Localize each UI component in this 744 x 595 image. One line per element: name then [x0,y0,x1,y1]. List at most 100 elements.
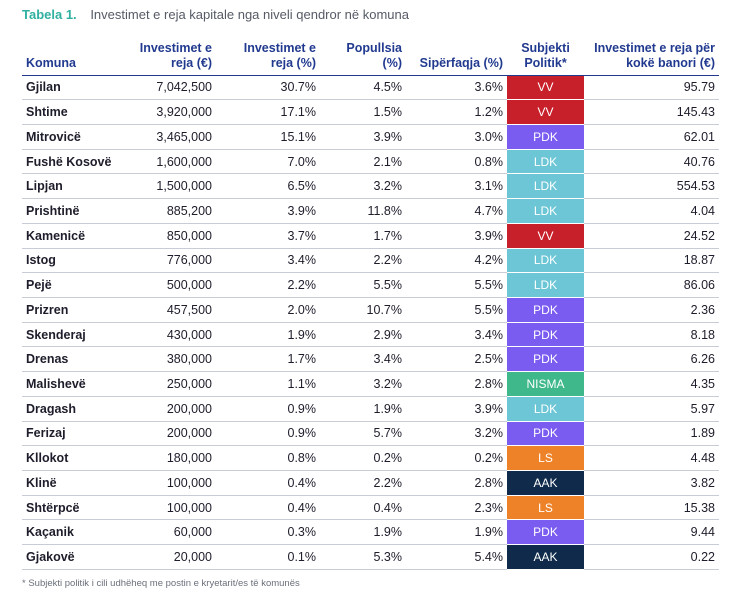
cell-investimet: 7,042,500 [126,75,216,101]
cell-subjekti-badge: PDK [507,421,584,447]
table-row: Ferizaj 200,000 0.9% 5.7% 3.2% PDK 1.89 [22,421,719,447]
table-row: Istog 776,000 3.4% 2.2% 4.2% LDK 18.87 [22,248,719,274]
cell-subjekti-badge: AAK [507,544,584,570]
cell-subjekti-badge: PDK [507,346,584,373]
cell-popullsia: 1.9% [320,519,406,546]
cell-per-banor: 18.87 [584,248,719,274]
cell-komuna: Kamenicë [22,223,126,249]
cell-investimet: 3,465,000 [126,124,216,150]
cell-siperfaqja: 3.9% [406,223,507,249]
column-header-komuna: Komuna [22,36,126,76]
cell-investimet-pct: 1.9% [216,322,320,348]
cell-investimet: 100,000 [126,495,216,521]
cell-investimet: 1,600,000 [126,149,216,175]
cell-investimet: 885,200 [126,198,216,224]
cell-per-banor: 24.52 [584,223,719,249]
cell-komuna: Skenderaj [22,322,126,348]
table-row: Kaçanik 60,000 0.3% 1.9% 1.9% PDK 9.44 [22,519,719,546]
cell-komuna: Prizren [22,297,126,323]
table-row: Prishtinë 885,200 3.9% 11.8% 4.7% LDK 4.04 [22,198,719,224]
table-row: Lipjan 1,500,000 6.5% 3.2% 3.1% LDK 554.53 [22,173,719,200]
table-row: Shtime 3,920,000 17.1% 1.5% 1.2% VV 145.43 [22,99,719,125]
cell-per-banor: 4.48 [584,445,719,471]
cell-investimet: 850,000 [126,223,216,249]
cell-investimet-pct: 15.1% [216,124,320,150]
cell-popullsia: 0.2% [320,445,406,471]
column-header-per-banor: Investimet e reja për kokë banori (€) [584,36,719,76]
cell-popullsia: 0.4% [320,495,406,521]
cell-investimet: 20,000 [126,544,216,570]
cell-investimet-pct: 0.1% [216,544,320,570]
footnote: * Subjekti politik i cili udhëheq me pos… [22,578,300,589]
cell-investimet-pct: 1.7% [216,346,320,373]
cell-investimet-pct: 0.8% [216,445,320,471]
cell-investimet-pct: 0.4% [216,495,320,521]
cell-investimet: 100,000 [126,470,216,496]
cell-investimet-pct: 17.1% [216,99,320,125]
cell-subjekti-badge: PDK [507,322,584,348]
cell-komuna: Gjakovë [22,544,126,570]
cell-subjekti-badge: PDK [507,297,584,323]
cell-investimet-pct: 1.1% [216,371,320,397]
cell-per-banor: 3.82 [584,470,719,496]
cell-investimet: 1,500,000 [126,173,216,200]
cell-investimet-pct: 0.9% [216,396,320,422]
cell-popullsia: 5.3% [320,544,406,570]
cell-per-banor: 40.76 [584,149,719,175]
cell-subjekti-badge: LS [507,445,584,471]
cell-popullsia: 1.9% [320,396,406,422]
cell-investimet: 60,000 [126,519,216,546]
table-row: Skenderaj 430,000 1.9% 2.9% 3.4% PDK 8.18 [22,322,719,348]
cell-investimet-pct: 3.9% [216,198,320,224]
cell-siperfaqja: 2.8% [406,470,507,496]
cell-popullsia: 3.2% [320,173,406,200]
cell-investimet-pct: 2.0% [216,297,320,323]
cell-komuna: Ferizaj [22,421,126,447]
cell-per-banor: 86.06 [584,272,719,298]
cell-komuna: Lipjan [22,173,126,200]
cell-komuna: Fushë Kosovë [22,149,126,175]
cell-investimet-pct: 6.5% [216,173,320,200]
table-row: Malishevë 250,000 1.1% 3.2% 2.8% NISMA 4.35 [22,371,719,397]
table-body: Gjilan 7,042,500 30.7% 4.5% 3.6% VV 95.79 Shtim… [22,75,719,570]
cell-investimet: 500,000 [126,272,216,298]
cell-per-banor: 2.36 [584,297,719,323]
cell-popullsia: 1.5% [320,99,406,125]
investments-table: Komuna Investimet e reja (€) Investimet … [22,36,719,570]
cell-per-banor: 95.79 [584,75,719,101]
cell-per-banor: 1.89 [584,421,719,447]
cell-per-banor: 0.22 [584,544,719,570]
table-number: Tabela 1. [22,7,77,22]
cell-popullsia: 11.8% [320,198,406,224]
cell-investimet-pct: 2.2% [216,272,320,298]
table-title: Investimet e reja kapitale nga niveli qe… [90,7,409,22]
cell-investimet: 200,000 [126,421,216,447]
cell-subjekti-badge: PDK [507,519,584,546]
cell-siperfaqja: 3.6% [406,75,507,101]
cell-komuna: Pejë [22,272,126,298]
cell-popullsia: 3.2% [320,371,406,397]
column-header-investimet: Investimet e reja (€) [126,36,216,76]
table-row: Gjakovë 20,000 0.1% 5.3% 5.4% AAK 0.22 [22,544,719,570]
cell-popullsia: 3.4% [320,346,406,373]
cell-investimet-pct: 30.7% [216,75,320,101]
cell-siperfaqja: 2.5% [406,346,507,373]
cell-komuna: Kllokot [22,445,126,471]
table-row: Dragash 200,000 0.9% 1.9% 3.9% LDK 5.97 [22,396,719,422]
cell-siperfaqja: 3.2% [406,421,507,447]
cell-investimet-pct: 3.4% [216,248,320,274]
cell-siperfaqja: 3.1% [406,173,507,200]
cell-per-banor: 5.97 [584,396,719,422]
cell-investimet: 380,000 [126,346,216,373]
cell-siperfaqja: 5.5% [406,272,507,298]
cell-investimet-pct: 0.4% [216,470,320,496]
cell-siperfaqja: 5.4% [406,544,507,570]
cell-investimet: 430,000 [126,322,216,348]
cell-siperfaqja: 2.3% [406,495,507,521]
cell-komuna: Kaçanik [22,519,126,546]
cell-popullsia: 1.7% [320,223,406,249]
cell-investimet-pct: 0.9% [216,421,320,447]
cell-komuna: Shtërpcë [22,495,126,521]
column-header-investimet-pct: Investimet e reja (%) [216,36,320,76]
cell-investimet: 776,000 [126,248,216,274]
